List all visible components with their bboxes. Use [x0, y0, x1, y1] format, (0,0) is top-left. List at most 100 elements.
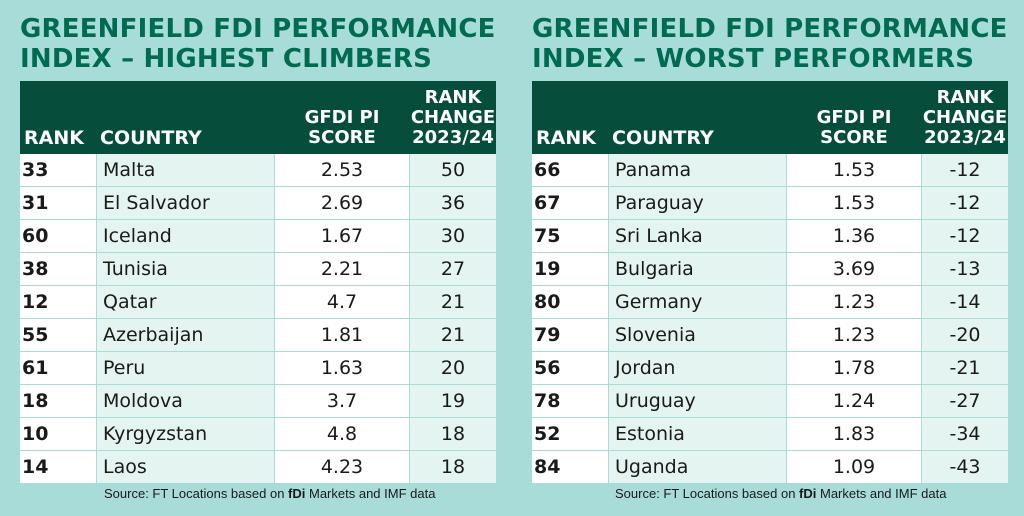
rank-cell: 33	[20, 154, 96, 186]
header-country: COUNTRY	[100, 127, 202, 149]
score-cell: 1.09	[787, 451, 921, 483]
rank-change-cell: -14	[922, 286, 1008, 318]
table-row: 14 Laos 4.23 18	[20, 451, 496, 484]
country-cell: Uruguay	[609, 385, 786, 417]
score-cell: 1.23	[787, 319, 921, 351]
header-rank-change: RANK CHANGE 2023/24	[410, 88, 496, 148]
header-score-line-1: GFDI PI	[816, 107, 892, 128]
table-row: 55 Azerbaijan 1.81 21	[20, 319, 496, 352]
table-row: 10 Kyrgyzstan 4.8 18	[20, 418, 496, 451]
score-cell: 1.24	[787, 385, 921, 417]
rank-cell: 52	[532, 418, 608, 450]
rank-cell: 38	[20, 253, 96, 285]
country-cell: El Salvador	[97, 187, 274, 219]
rank-cell: 75	[532, 220, 608, 252]
rank-change-cell: 21	[410, 319, 496, 351]
table-row: 80 Germany 1.23 -14	[532, 286, 1008, 319]
rank-cell: 60	[20, 220, 96, 252]
table-row: 38 Tunisia 2.21 27	[20, 253, 496, 286]
country-cell: Moldova	[97, 385, 274, 417]
table-row: 60 Iceland 1.67 30	[20, 220, 496, 253]
table-row: 66 Panama 1.53 -12	[532, 154, 1008, 187]
score-cell: 2.53	[275, 154, 409, 186]
rank-cell: 61	[20, 352, 96, 384]
table-row: 67 Paraguay 1.53 -12	[532, 187, 1008, 220]
worst-performers-title: GREENFIELD FDI PERFORMANCE INDEX – WORST…	[532, 14, 1012, 74]
rank-cell: 10	[20, 418, 96, 450]
title-line-2: INDEX – HIGHEST CLIMBERS	[20, 44, 433, 74]
rank-cell: 78	[532, 385, 608, 417]
source-bold: fDi	[799, 486, 817, 501]
table-row: 79 Slovenia 1.23 -20	[532, 319, 1008, 352]
header-change-line-1: RANK	[936, 87, 994, 108]
country-cell: Kyrgyzstan	[97, 418, 274, 450]
rank-change-cell: -43	[922, 451, 1008, 483]
score-cell: 1.36	[787, 220, 921, 252]
country-cell: Peru	[97, 352, 274, 384]
rank-change-cell: -34	[922, 418, 1008, 450]
country-cell: Estonia	[609, 418, 786, 450]
source-suffix: Markets and IMF data	[305, 486, 436, 501]
header-rank: RANK	[536, 127, 596, 149]
country-cell: Laos	[97, 451, 274, 483]
header-country: COUNTRY	[612, 127, 714, 149]
source-note-left: Source: FT Locations based on fDi Market…	[104, 486, 435, 501]
rank-cell: 14	[20, 451, 96, 483]
country-cell: Bulgaria	[609, 253, 786, 285]
country-cell: Malta	[97, 154, 274, 186]
source-prefix: Source: FT Locations based on	[615, 486, 800, 501]
country-cell: Tunisia	[97, 253, 274, 285]
score-cell: 1.78	[787, 352, 921, 384]
rank-change-cell: 18	[410, 418, 496, 450]
rank-change-cell: -21	[922, 352, 1008, 384]
rank-change-cell: 21	[410, 286, 496, 318]
highest-climbers-title: GREENFIELD FDI PERFORMANCE INDEX – HIGHE…	[20, 14, 500, 74]
header-score-line-2: SCORE	[308, 127, 376, 148]
rank-cell: 84	[532, 451, 608, 483]
rank-change-cell: -20	[922, 319, 1008, 351]
header-change-line-3: 2023/24	[924, 127, 1006, 148]
table-row: 78 Uruguay 1.24 -27	[532, 385, 1008, 418]
header-rank: RANK	[24, 127, 84, 149]
title-line-1: GREENFIELD FDI PERFORMANCE	[20, 14, 496, 44]
rank-change-cell: 30	[410, 220, 496, 252]
country-cell: Jordan	[609, 352, 786, 384]
table-row: 75 Sri Lanka 1.36 -12	[532, 220, 1008, 253]
rank-cell: 79	[532, 319, 608, 351]
source-suffix: Markets and IMF data	[816, 486, 947, 501]
rank-cell: 55	[20, 319, 96, 351]
rank-change-cell: 20	[410, 352, 496, 384]
rank-cell: 80	[532, 286, 608, 318]
country-cell: Iceland	[97, 220, 274, 252]
rank-change-cell: 18	[410, 451, 496, 483]
table-body: 33 Malta 2.53 50 31 El Salvador 2.69 36 60 Icelan…	[20, 154, 496, 484]
header-score: GFDI PI SCORE	[274, 108, 410, 148]
table-row: 84 Uganda 1.09 -43	[532, 451, 1008, 484]
rank-cell: 66	[532, 154, 608, 186]
country-cell: Uganda	[609, 451, 786, 483]
table-row: 12 Qatar 4.7 21	[20, 286, 496, 319]
header-rank-change: RANK CHANGE 2023/24	[922, 88, 1008, 148]
rank-cell: 67	[532, 187, 608, 219]
score-cell: 1.83	[787, 418, 921, 450]
header-score-line-2: SCORE	[820, 127, 888, 148]
header-change-line-1: RANK	[424, 87, 482, 108]
country-cell: Azerbaijan	[97, 319, 274, 351]
rank-change-cell: -12	[922, 220, 1008, 252]
country-cell: Qatar	[97, 286, 274, 318]
rank-change-cell: 50	[410, 154, 496, 186]
score-cell: 2.69	[275, 187, 409, 219]
title-line-2: INDEX – WORST PERFORMERS	[532, 44, 975, 74]
rank-change-cell: -12	[922, 187, 1008, 219]
country-cell: Sri Lanka	[609, 220, 786, 252]
table-row: 52 Estonia 1.83 -34	[532, 418, 1008, 451]
score-cell: 4.8	[275, 418, 409, 450]
rank-change-cell: -13	[922, 253, 1008, 285]
score-cell: 2.21	[275, 253, 409, 285]
rank-cell: 12	[20, 286, 96, 318]
rank-change-cell: -27	[922, 385, 1008, 417]
rank-cell: 19	[532, 253, 608, 285]
header-change-line-3: 2023/24	[412, 127, 494, 148]
header-score-line-1: GFDI PI	[304, 107, 380, 128]
title-line-1: GREENFIELD FDI PERFORMANCE	[532, 14, 1008, 44]
